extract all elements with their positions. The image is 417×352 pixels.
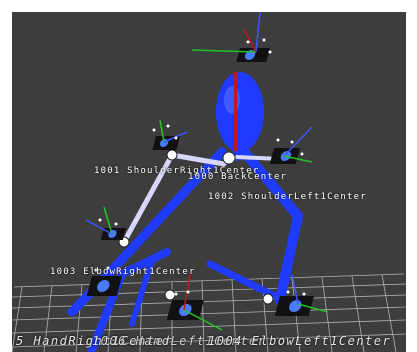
skeleton-scene[interactable] (12, 12, 406, 352)
label-hand-right: 5 HandRight1Center (16, 334, 174, 348)
label-back: 1000 BackCenter (188, 172, 288, 182)
label-shoulder-left: 1002 ShoulderLeft1Center (208, 192, 367, 202)
bones-blue (67, 147, 304, 352)
label-elbow-right: 1003 ElbowRight1Center (50, 267, 196, 277)
3d-viewport[interactable]: 1001 ShoulderRight1Center 1000 BackCente… (12, 12, 406, 352)
label-hand-left: 1006 HandLeft1Center (92, 334, 267, 348)
head-mesh (216, 72, 264, 152)
label-elbow-left: 1004 ElbowLeft1Center (208, 334, 392, 348)
label-shoulder-right: 1001 ShoulderRight1Center (94, 166, 260, 176)
axis-gizmos (85, 12, 329, 331)
marker-dots (94, 38, 306, 296)
